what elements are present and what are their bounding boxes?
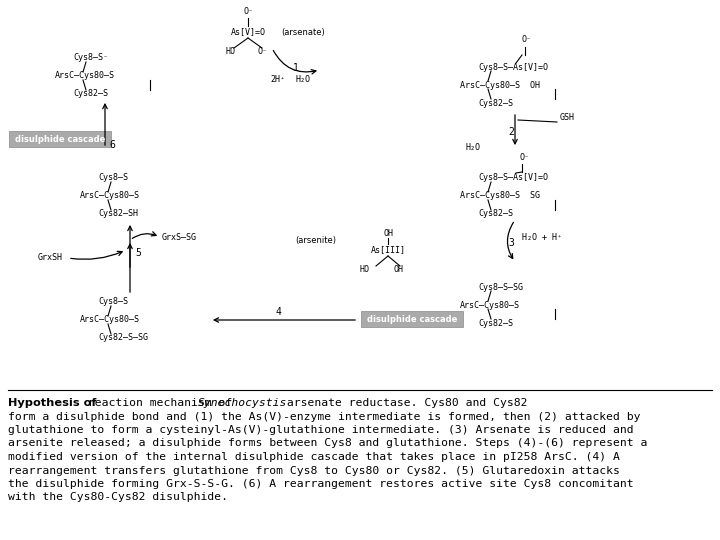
Text: Cys8–S: Cys8–S [98, 173, 128, 183]
Text: with the Cys80-Cys82 disulphide.: with the Cys80-Cys82 disulphide. [8, 492, 228, 503]
Text: ArsC–Cys80–S: ArsC–Cys80–S [460, 300, 520, 309]
Text: As[III]: As[III] [371, 246, 405, 254]
Text: 4: 4 [275, 307, 281, 317]
Text: O⁻: O⁻ [522, 36, 532, 44]
FancyBboxPatch shape [9, 131, 111, 147]
Text: Cys82–S–SG: Cys82–S–SG [98, 334, 148, 342]
Text: reaction mechanism of: reaction mechanism of [81, 398, 239, 408]
Text: disulphide cascade: disulphide cascade [366, 314, 457, 323]
Text: Cys82–S: Cys82–S [478, 319, 513, 327]
Text: form a disulphide bond and (1) the As(V)-enzyme intermediate is formed, then (2): form a disulphide bond and (1) the As(V)… [8, 411, 641, 422]
Text: H₂O + H⁺: H₂O + H⁺ [522, 233, 562, 242]
Text: ArsC–Cys80–S  SG: ArsC–Cys80–S SG [460, 192, 540, 200]
Text: modified version of the internal disulphide cascade that takes place in pI258 Ar: modified version of the internal disulph… [8, 452, 620, 462]
Text: Synechocystis: Synechocystis [198, 398, 287, 408]
Text: O⁻: O⁻ [258, 48, 268, 57]
Text: HO: HO [360, 266, 370, 274]
Text: GSH: GSH [560, 113, 575, 123]
Text: 2: 2 [508, 127, 514, 137]
Text: disulphide cascade: disulphide cascade [15, 134, 105, 144]
Text: Hypothesis of: Hypothesis of [8, 398, 96, 408]
Text: Cys82–S: Cys82–S [478, 98, 513, 107]
Text: Cys8–S⁻: Cys8–S⁻ [73, 53, 108, 63]
Text: H₂O: H₂O [465, 144, 480, 152]
Text: 3: 3 [508, 238, 514, 248]
Text: GrxS–SG: GrxS–SG [162, 233, 197, 241]
Text: Cys82–S: Cys82–S [478, 210, 513, 219]
Text: rearrangement transfers glutathione from Cys8 to Cys80 or Cys82. (5) Glutaredoxi: rearrangement transfers glutathione from… [8, 465, 620, 476]
Text: OH: OH [383, 228, 393, 238]
Text: HO: HO [226, 48, 236, 57]
Text: O⁻: O⁻ [243, 8, 253, 17]
Text: Cys82–SH: Cys82–SH [98, 210, 138, 219]
Text: GrxSH: GrxSH [38, 253, 63, 262]
Text: Cys8–S–As[V]=O: Cys8–S–As[V]=O [478, 173, 548, 183]
Text: (arsenate): (arsenate) [281, 28, 325, 37]
Text: Cys8–S–SG: Cys8–S–SG [478, 282, 523, 292]
FancyBboxPatch shape [361, 311, 463, 327]
Text: glutathione to form a cysteinyl-As(V)-glutathione intermediate. (3) Arsenate is : glutathione to form a cysteinyl-As(V)-gl… [8, 425, 634, 435]
Text: Cys8–S–As[V]=O: Cys8–S–As[V]=O [478, 63, 548, 71]
Text: Cys82–S: Cys82–S [73, 90, 108, 98]
Text: As[V]=O: As[V]=O [230, 28, 266, 37]
Text: H₂O: H₂O [296, 76, 311, 84]
Text: 5: 5 [135, 248, 141, 258]
Text: ArsC–Cys80–S  OH: ArsC–Cys80–S OH [460, 80, 540, 90]
Text: ArsC–Cys80–S: ArsC–Cys80–S [55, 71, 115, 80]
Text: O⁻: O⁻ [520, 153, 530, 163]
Text: 6: 6 [109, 140, 115, 150]
Text: ArsC–Cys80–S: ArsC–Cys80–S [80, 192, 140, 200]
Text: 2H⁺: 2H⁺ [270, 76, 285, 84]
Text: OH: OH [394, 266, 404, 274]
Text: arsenite released; a disulphide forms between Cys8 and glutathione. Steps (4)-(6: arsenite released; a disulphide forms be… [8, 438, 647, 449]
Text: (arsenite): (arsenite) [295, 235, 336, 245]
Text: 1: 1 [293, 63, 299, 73]
Text: the disulphide forming Grx-S-S-G. (6) A rearrangement restores active site Cys8 : the disulphide forming Grx-S-S-G. (6) A … [8, 479, 634, 489]
Text: Cys8–S: Cys8–S [98, 298, 128, 307]
Text: arsenate reductase. Cys80 and Cys82: arsenate reductase. Cys80 and Cys82 [280, 398, 528, 408]
Text: ArsC–Cys80–S: ArsC–Cys80–S [80, 315, 140, 325]
